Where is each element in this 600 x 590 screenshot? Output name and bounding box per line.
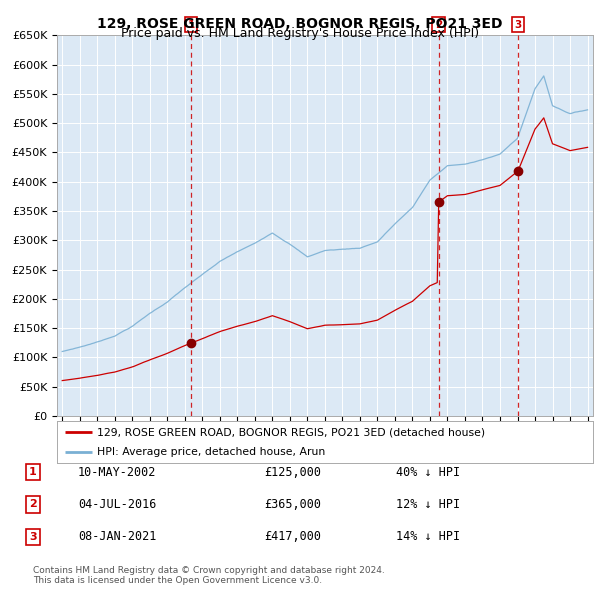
Text: 129, ROSE GREEN ROAD, BOGNOR REGIS, PO21 3ED: 129, ROSE GREEN ROAD, BOGNOR REGIS, PO21… (97, 17, 503, 31)
Text: 129, ROSE GREEN ROAD, BOGNOR REGIS, PO21 3ED (detached house): 129, ROSE GREEN ROAD, BOGNOR REGIS, PO21… (97, 427, 485, 437)
Text: This data is licensed under the Open Government Licence v3.0.: This data is licensed under the Open Gov… (33, 576, 322, 585)
Text: 08-JAN-2021: 08-JAN-2021 (78, 530, 157, 543)
Text: Contains HM Land Registry data © Crown copyright and database right 2024.: Contains HM Land Registry data © Crown c… (33, 566, 385, 575)
Text: £365,000: £365,000 (264, 498, 321, 511)
Text: 14% ↓ HPI: 14% ↓ HPI (396, 530, 460, 543)
Text: 2: 2 (435, 19, 442, 30)
Text: HPI: Average price, detached house, Arun: HPI: Average price, detached house, Arun (97, 447, 325, 457)
Text: 10-MAY-2002: 10-MAY-2002 (78, 466, 157, 478)
Text: £417,000: £417,000 (264, 530, 321, 543)
Text: 2: 2 (29, 500, 37, 509)
Text: 1: 1 (188, 19, 195, 30)
Text: 40% ↓ HPI: 40% ↓ HPI (396, 466, 460, 478)
Text: 12% ↓ HPI: 12% ↓ HPI (396, 498, 460, 511)
Text: 3: 3 (29, 532, 37, 542)
Text: Price paid vs. HM Land Registry's House Price Index (HPI): Price paid vs. HM Land Registry's House … (121, 27, 479, 40)
Text: 04-JUL-2016: 04-JUL-2016 (78, 498, 157, 511)
Text: £125,000: £125,000 (264, 466, 321, 478)
Text: 3: 3 (514, 19, 521, 30)
Text: 1: 1 (29, 467, 37, 477)
